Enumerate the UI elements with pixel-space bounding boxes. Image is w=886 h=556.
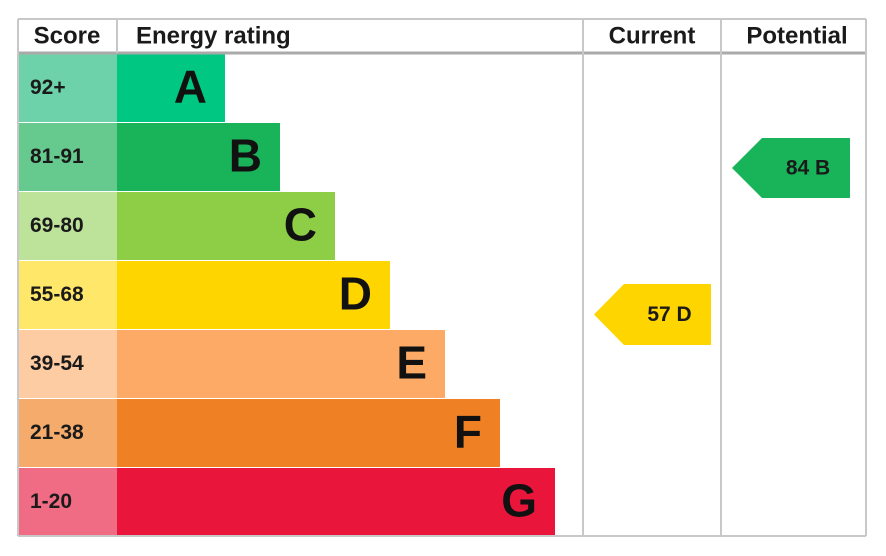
band-letter: B	[229, 130, 262, 182]
band-bar	[117, 330, 445, 398]
current-header: Current	[609, 22, 696, 49]
score-cell	[18, 123, 117, 191]
table-frame	[17, 18, 867, 537]
band-letter: D	[339, 268, 372, 320]
current-arrow	[594, 284, 711, 345]
band-letter: F	[454, 406, 482, 458]
score-cell	[18, 192, 117, 260]
score-label: 69-80	[30, 214, 84, 237]
score-label: 21-38	[30, 421, 84, 444]
band-letter: G	[501, 475, 537, 527]
score-label: 81-91	[30, 145, 84, 168]
score-cell	[18, 468, 117, 536]
score-cell	[18, 399, 117, 467]
ratings: 57 D 84 B	[594, 138, 850, 345]
band-bar	[117, 399, 500, 467]
band-bar	[117, 261, 390, 329]
band-bar	[117, 468, 555, 536]
score-label: 39-54	[30, 352, 84, 375]
score-cell	[18, 330, 117, 398]
band-bar	[117, 123, 280, 191]
bands: 92+ A 81-91 B 69-80 C 55-68 D 39-54 E 21-38 F 1-20 G	[18, 54, 555, 536]
score-label: 92+	[30, 76, 66, 99]
score-label: 1-20	[30, 490, 72, 513]
band-letter: E	[396, 337, 427, 389]
current-label: 57 D	[647, 303, 691, 326]
potential-header: Potential	[746, 22, 847, 49]
score-cell	[18, 261, 117, 329]
band-letter: A	[174, 61, 207, 113]
band-bar	[117, 192, 335, 260]
score-cell	[18, 54, 117, 122]
potential-label: 84 B	[786, 157, 830, 180]
score-label: 55-68	[30, 283, 84, 306]
band-bar	[117, 54, 225, 122]
band-letter: C	[284, 199, 317, 251]
score-header: Score	[34, 22, 101, 49]
potential-arrow	[732, 138, 850, 198]
energy-rating-header: Energy rating	[136, 22, 291, 49]
